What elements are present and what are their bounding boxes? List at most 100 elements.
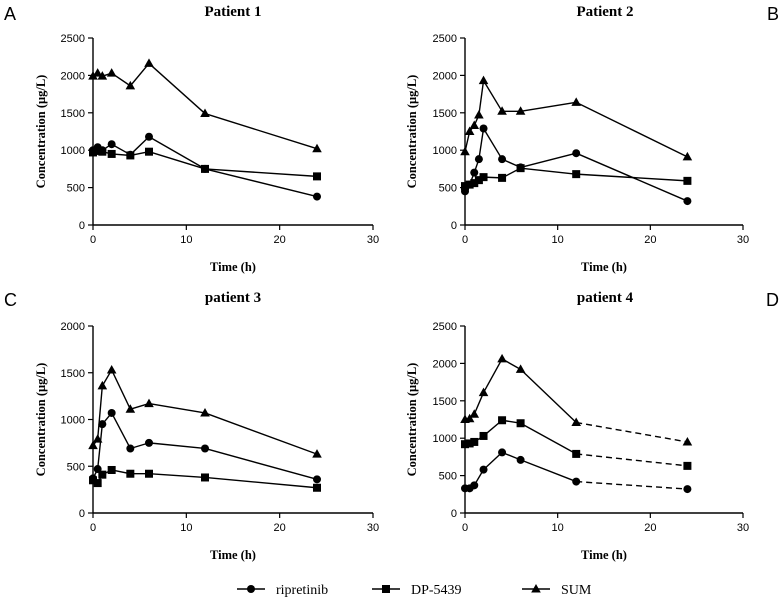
series-segment	[520, 368, 577, 423]
series-dp-5439	[461, 164, 692, 191]
y-tick-label: 2000	[433, 358, 457, 370]
series-ripretinib	[89, 408, 321, 484]
data-point-circle	[474, 155, 483, 164]
data-point-triangle	[571, 417, 581, 426]
series-segment	[520, 422, 577, 455]
chart-title: patient 4	[577, 290, 634, 306]
data-point-square	[93, 479, 102, 488]
series-segment	[111, 369, 131, 410]
series-segment	[204, 476, 318, 489]
data-point-square	[98, 470, 107, 479]
data-point-triangle	[144, 398, 154, 408]
x-tick-label: 0	[462, 234, 468, 246]
data-point-triangle	[515, 106, 526, 115]
series-segment	[520, 459, 577, 483]
data-point-square	[470, 179, 479, 188]
data-point-circle	[313, 192, 321, 201]
data-point-square	[98, 147, 107, 156]
series-segment	[204, 112, 318, 150]
series-segment	[473, 392, 485, 415]
panel-label: C	[4, 290, 17, 310]
data-point-triangle	[312, 449, 322, 458]
data-point-triangle	[571, 97, 581, 106]
legend-marker-circle	[247, 585, 255, 593]
legend-label: SUM	[561, 583, 592, 598]
chart-title: Patient 1	[204, 4, 261, 20]
series-sum	[88, 364, 322, 458]
y-tick-label: 1000	[61, 415, 85, 427]
legend: ripretinib DP-5439 SUM	[237, 583, 592, 598]
data-point-triangle	[682, 436, 693, 446]
panel-label: D	[766, 290, 779, 310]
y-tick-label: 500	[67, 461, 85, 473]
data-point-square	[126, 151, 135, 160]
data-point-triangle	[106, 364, 117, 374]
legend-item-dp-5439: DP-5439	[372, 583, 462, 598]
x-tick-label: 0	[90, 234, 96, 246]
series-segment	[204, 168, 318, 198]
series-segment	[482, 128, 503, 160]
series-segment	[575, 101, 688, 158]
x-axis-label: Time (h)	[581, 548, 627, 562]
series-ripretinib	[461, 124, 692, 206]
data-point-square	[572, 170, 581, 179]
y-tick-label: 1000	[433, 145, 457, 157]
data-point-square	[479, 173, 488, 182]
data-point-triangle	[497, 353, 507, 363]
series-segment	[148, 442, 206, 450]
data-point-triangle	[106, 68, 117, 77]
legend-marker-square	[382, 585, 390, 593]
legend-label: ripretinib	[276, 583, 328, 598]
legend-item-ripretinib: ripretinib	[237, 583, 328, 598]
series-segment	[148, 402, 206, 414]
y-axis-label: Concentration (μg/L)	[405, 75, 419, 189]
series-segment	[482, 358, 503, 393]
y-tick-label: 2000	[61, 321, 85, 333]
data-point-triangle	[469, 409, 480, 418]
series-dp-5439	[461, 416, 692, 470]
data-point-triangle	[92, 434, 103, 443]
data-point-square	[479, 431, 488, 440]
y-axis-label: Concentration (μg/L)	[34, 75, 48, 189]
data-point-square	[145, 147, 153, 156]
y-tick-label: 1500	[61, 108, 85, 120]
data-point-triangle	[478, 387, 489, 397]
data-point-square	[474, 176, 483, 185]
data-point-square	[461, 182, 469, 191]
data-point-square	[89, 476, 97, 485]
series-segment	[148, 151, 206, 170]
series-sum	[460, 75, 693, 161]
series-segment	[576, 173, 688, 182]
x-tick-label: 20	[274, 522, 286, 534]
series-segment	[111, 412, 131, 449]
y-tick-label: 0	[79, 508, 85, 520]
x-tick-label: 10	[180, 234, 192, 246]
data-point-circle	[572, 149, 581, 158]
x-tick-label: 30	[737, 522, 749, 534]
data-point-triangle	[474, 110, 484, 119]
series-segment	[483, 451, 503, 471]
data-point-square	[683, 176, 692, 185]
data-point-triangle	[125, 80, 136, 90]
data-point-triangle	[88, 440, 98, 450]
data-point-triangle	[125, 404, 136, 413]
panel-label: B	[767, 4, 779, 24]
y-tick-label: 2000	[61, 70, 85, 82]
data-point-square	[683, 461, 692, 470]
series-ripretinib	[461, 448, 692, 494]
series-segment	[148, 473, 206, 479]
x-axis-label: Time (h)	[581, 260, 627, 274]
panel-a: A Patient 1 0 500 1000 1500 2000 2500 0 10 20 30 Tim…	[4, 4, 379, 274]
y-tick-label: 1000	[433, 433, 457, 445]
data-point-triangle	[515, 364, 526, 373]
series-segment	[478, 128, 485, 160]
data-point-triangle	[97, 380, 108, 390]
series-segment	[96, 385, 104, 440]
series-sum	[88, 58, 322, 153]
y-tick-label: 2000	[433, 70, 457, 82]
data-point-circle	[498, 155, 507, 164]
data-point-circle	[98, 420, 107, 429]
y-axis-label: Concentration (μg/L)	[405, 363, 419, 477]
y-tick-label: 0	[451, 220, 457, 232]
